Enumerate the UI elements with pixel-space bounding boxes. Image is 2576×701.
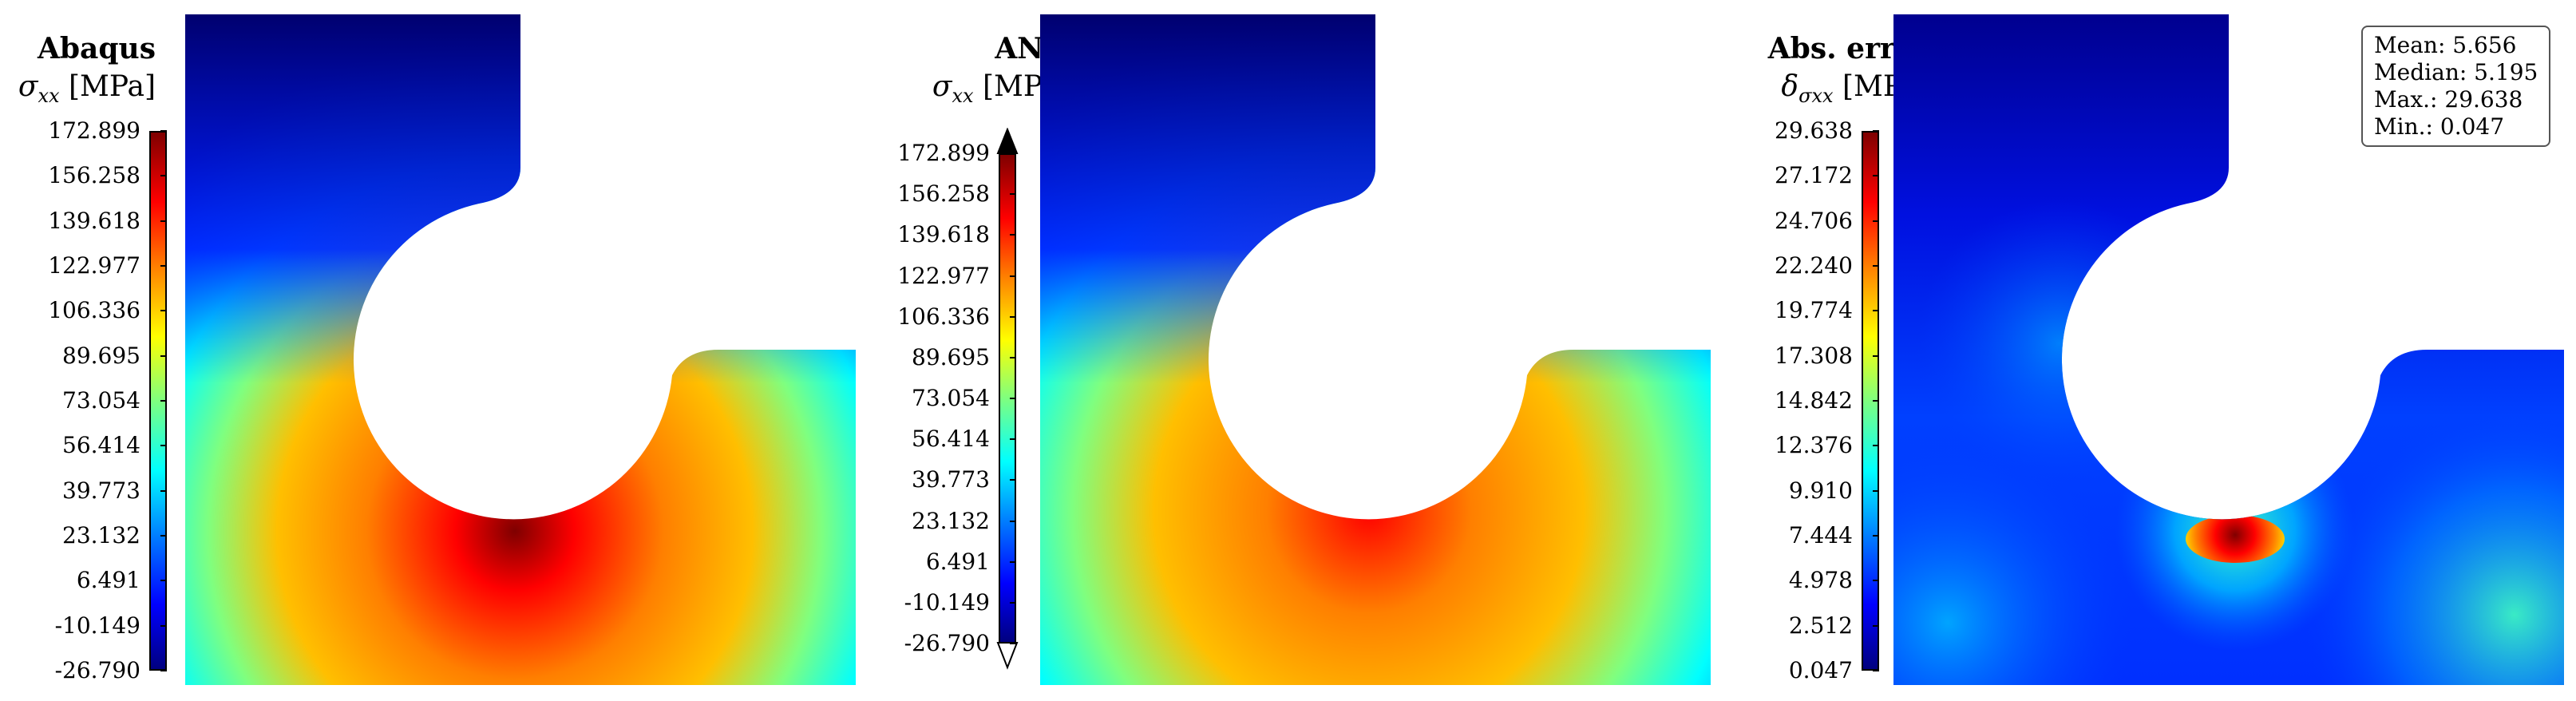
panel-title: Abaqus <box>37 32 156 65</box>
panel-abaqus: Abaqus σxx [MPa] 172.899 156.258 139.618 12… <box>0 0 858 701</box>
quantity-subscript: σxx <box>1798 85 1834 108</box>
colorbar-tick-label: 12.376 <box>1775 432 1853 459</box>
colorbar-tick-mark <box>160 670 167 671</box>
colorbar-tick-mark <box>1873 310 1879 312</box>
colorbar-tick-mark <box>1010 438 1016 441</box>
colorbar-tick-mark <box>160 354 167 357</box>
colorbar-extend-arrows <box>996 128 1019 670</box>
colorbar-tick-label: 2.512 <box>1788 612 1853 639</box>
colorbar-tick-label: 4.978 <box>1788 567 1853 594</box>
colorbar-tick-label: 56.414 <box>62 432 140 459</box>
colorbar-tick-mark <box>1010 479 1016 481</box>
colorbar-tick-mark <box>1873 130 1879 132</box>
colorbar-tick-label: 106.336 <box>48 297 140 324</box>
colorbar-tick-label: 0.047 <box>1788 657 1853 683</box>
unit-label: [MPa] <box>68 70 156 103</box>
colorbar-tick-mark <box>1010 601 1016 604</box>
colorbar-tick-label: 156.258 <box>48 162 140 189</box>
colorbar-tick-mark <box>1873 624 1879 627</box>
colorbar-tick-mark <box>1010 152 1016 154</box>
colorbar-tick-mark <box>1010 560 1016 563</box>
colorbar-tick-label: 89.695 <box>912 343 990 370</box>
colorbar-tick-label: 172.899 <box>897 140 990 166</box>
colorbar-tick-label: 7.444 <box>1788 522 1853 549</box>
colorbar-tick-mark <box>1010 275 1016 277</box>
colorbar-tick-mark <box>160 580 167 582</box>
colorbar-tick-mark <box>1010 193 1016 196</box>
colorbar-tick-label: 17.308 <box>1775 342 1853 369</box>
colorbar-tick-mark <box>1873 445 1879 447</box>
colorbar-tick-mark <box>1873 354 1879 357</box>
colorbar-tick-mark <box>1010 356 1016 358</box>
colorbar-tick-label: 122.977 <box>48 252 140 279</box>
colorbar-tick-mark <box>1873 265 1879 267</box>
colorbar-tick-label: 106.336 <box>897 303 990 330</box>
stat-mean: Mean: 5.656 <box>2374 32 2517 58</box>
colorbar-tick-mark <box>160 175 167 177</box>
colorbar-tick-label: 39.773 <box>62 477 140 504</box>
colorbar-tick-mark <box>1873 400 1879 402</box>
colorbar-tick-label: 23.132 <box>62 522 140 549</box>
colorbar-tick-mark <box>1010 315 1016 318</box>
colorbar-tick-label: 73.054 <box>912 385 990 411</box>
colorbar-tick-label: 27.172 <box>1775 162 1853 189</box>
quantity-symbol: δ <box>1781 70 1799 103</box>
colorbar-tick-mark <box>160 624 167 627</box>
colorbar-tick-label: 139.618 <box>48 207 140 234</box>
colorbar-tick-label: -26.790 <box>904 630 990 656</box>
colorbar-tick-mark <box>1873 535 1879 537</box>
colorbar-tick-mark <box>160 489 167 492</box>
colorbar-tick-label: 73.054 <box>62 387 140 414</box>
quantity-symbol: σ <box>18 70 38 103</box>
colorbar-tick-mark <box>160 265 167 267</box>
panel-quantity-label: σxx [MPa] <box>18 70 156 107</box>
stat-max: Max.: 29.638 <box>2374 86 2523 113</box>
colorbar-tick-label: 14.842 <box>1775 387 1853 414</box>
colorbar-tick-mark <box>1873 175 1879 177</box>
colorbar-tick-mark <box>160 310 167 312</box>
colorbar-tick-label: 89.695 <box>62 342 140 369</box>
colorbar-tick-label: 39.773 <box>912 466 990 493</box>
colorbar-tick-label: -26.790 <box>54 657 140 683</box>
colorbar-tick-mark <box>1873 489 1879 492</box>
colorbar-tick-label: 22.240 <box>1775 252 1853 279</box>
panel-abs-error: Abs. error δσxx [MPa] 29.638 27.172 24.706… <box>1716 0 2576 701</box>
colorbar-tick-mark <box>160 220 167 222</box>
colorbar-tick-mark <box>1010 398 1016 399</box>
colorbar-tick-label: 172.899 <box>48 117 140 144</box>
colorbar-tick-mark <box>160 535 167 537</box>
quantity-subscript: xx <box>38 85 60 108</box>
colorbar-tick-mark <box>1873 670 1879 671</box>
colorbar-tick-label: 156.258 <box>897 180 990 208</box>
quantity-symbol: σ <box>932 70 952 103</box>
colorbar-tick-label: -10.149 <box>904 588 990 616</box>
colorbar-tick-mark <box>1873 580 1879 582</box>
colorbar-tick-label: 29.638 <box>1775 117 1853 144</box>
stat-median: Median: 5.195 <box>2374 59 2538 85</box>
colorbar-tick-mark <box>1010 520 1016 522</box>
stat-min: Min.: 0.047 <box>2374 113 2505 140</box>
stress-field-plot <box>1040 14 1711 685</box>
colorbar-tick-mark <box>160 400 167 402</box>
colorbar-tick-label: 9.910 <box>1788 477 1853 504</box>
colorbar-tick-mark <box>160 445 167 447</box>
colorbar-tick-mark <box>1873 220 1879 222</box>
colorbar-tick-label: 23.132 <box>912 507 990 534</box>
colorbar-tick-label: 56.414 <box>912 426 990 453</box>
colorbar-tick-label: 24.706 <box>1775 207 1853 234</box>
colorbar-tick-mark <box>1010 643 1016 644</box>
colorbar-tick-label: 122.977 <box>897 262 990 289</box>
colorbar-tick-mark <box>160 130 167 132</box>
stress-field-plot <box>185 14 856 685</box>
colorbar-tick-label: 6.491 <box>925 548 990 575</box>
colorbar-tick-label: 139.618 <box>897 221 990 248</box>
colorbar-tick-label: -10.149 <box>54 612 140 639</box>
panel-ann: ANN σxx [MPa] 172.899 156.258 139.618 122.9… <box>858 0 1716 701</box>
quantity-subscript: xx <box>952 85 974 108</box>
colorbar-tick-label: 6.491 <box>76 567 140 594</box>
stats-box: Mean: 5.656 Median: 5.195 Max.: 29.638 M… <box>2361 26 2551 147</box>
colorbar-tick-mark <box>1010 234 1016 236</box>
colorbar-tick-label: 19.774 <box>1775 297 1853 324</box>
